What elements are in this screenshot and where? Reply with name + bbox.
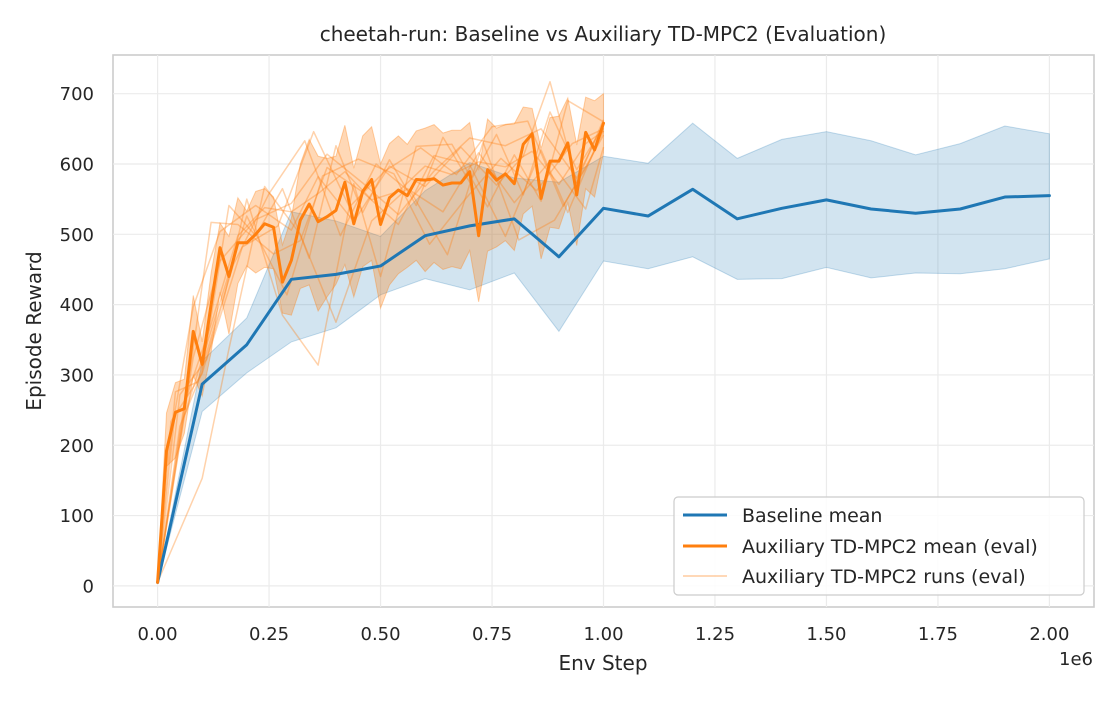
x-tick-label: 1.50 [806,624,846,645]
auxiliary-run-line [156,111,605,583]
x-tick-label: 0.25 [249,624,289,645]
x-tick-label: 0.75 [472,624,512,645]
x-tick-label: 1.00 [583,624,623,645]
tick-labels: 0.00 0.25 0.50 0.75 1.00 1.25 1.50 1.75 2.00 0 100… [60,84,1070,645]
baseline-mean-line [156,187,1051,584]
x-tick-label: 1.75 [918,624,958,645]
x-tick-label: 0.00 [138,624,178,645]
legend-label-aux-runs: Auxiliary TD-MPC2 runs (eval) [742,566,1026,588]
x-tick-label: 2.00 [1029,624,1069,645]
legend-label-baseline: Baseline mean [742,505,882,527]
x-axis-label: Env Step [558,651,647,675]
y-tick-label: 400 [60,295,94,316]
y-tick-label: 100 [60,506,94,527]
y-tick-label: 0 [83,576,94,597]
legend-box [673,496,1085,596]
y-tick-label: 300 [60,365,94,386]
y-tick-label: 700 [60,84,94,105]
y-tick-label: 200 [60,436,94,457]
auxiliary-mean-line [156,121,605,584]
x-axis-offset-label: 1e6 [1059,649,1093,670]
x-tick-label: 0.50 [361,624,401,645]
y-axis-label: Episode Reward [22,251,46,410]
mean-lines [156,121,1051,584]
auxiliary-run-line [156,123,605,583]
legend-label-aux-mean: Auxiliary TD-MPC2 mean (eval) [742,536,1038,558]
auxiliary-run-line [156,99,604,583]
y-tick-label: 600 [60,154,94,175]
auxiliary-run-line [156,128,604,583]
chart-title: cheetah-run: Baseline vs Auxiliary TD-MP… [320,22,887,46]
x-tick-label: 1.25 [695,624,735,645]
auxiliary-runs [156,80,605,583]
auxiliary-run-line [156,146,605,583]
auxiliary-run-line [156,120,605,583]
auxiliary-run-line [156,80,605,583]
auxiliary-run-line [156,130,605,583]
legend: Baseline mean Auxiliary TD-MPC2 mean (ev… [673,496,1085,596]
y-tick-label: 500 [60,225,94,246]
